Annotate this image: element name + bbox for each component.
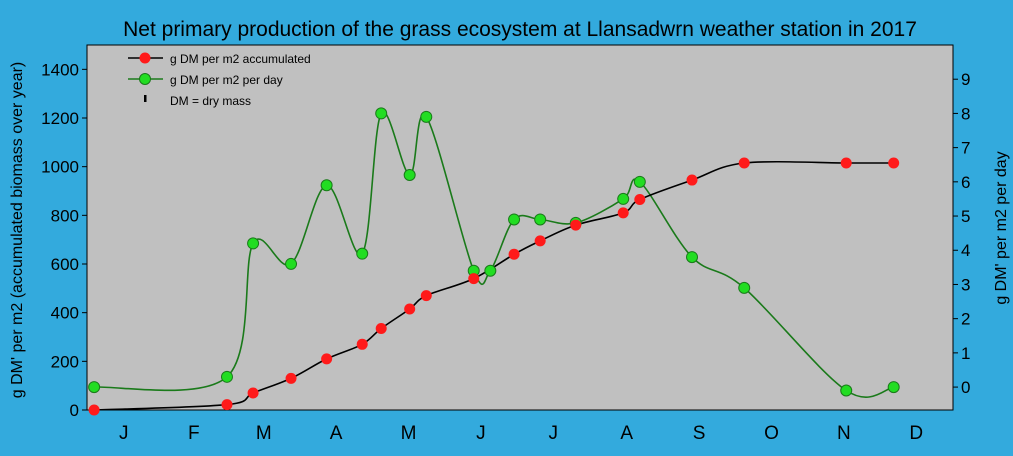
accumulated-point (88, 404, 100, 416)
y-left-tick-label: 1200 (41, 109, 79, 128)
accumulated-point (468, 273, 480, 285)
legend-label-dm-note: DM = dry mass (170, 94, 251, 108)
accumulated-point (247, 387, 259, 399)
y-right-tick-label: 1 (961, 344, 970, 363)
legend-marker-accumulated (139, 52, 151, 64)
y-right-tick-label: 3 (961, 275, 970, 294)
accumulated-point (221, 399, 233, 411)
daily-point (375, 107, 388, 120)
accumulated-point (570, 219, 582, 231)
daily-point (508, 213, 521, 226)
daily-point (356, 247, 369, 260)
daily-point (420, 110, 433, 123)
y-right-tick-label: 0 (961, 378, 970, 397)
y-left-tick-label: 600 (51, 255, 79, 274)
y-right-tick-label: 5 (961, 207, 970, 226)
accumulated-point (634, 194, 646, 206)
x-month-label: O (764, 423, 779, 444)
legend-marker-dm-note (144, 95, 147, 102)
daily-point (686, 251, 699, 264)
accumulated-point (375, 322, 387, 334)
x-month-label: J (476, 423, 486, 444)
y-axis-label-right: g DM' per m2 per day (993, 151, 1010, 304)
accumulated-point (321, 353, 333, 365)
y-left-tick-label: 800 (51, 206, 79, 225)
accumulated-point (285, 372, 297, 384)
daily-point (247, 237, 260, 250)
accumulated-point (840, 157, 852, 169)
y-right-tick-label: 6 (961, 173, 970, 192)
y-right-tick-label: 8 (961, 104, 970, 123)
daily-point (738, 281, 751, 294)
y-left-tick-label: 200 (51, 352, 79, 371)
legend-label-accumulated: g DM per m2 accumulated (170, 52, 311, 66)
y-right-tick-label: 7 (961, 139, 970, 158)
accumulated-point (738, 157, 750, 169)
legend-marker-daily (139, 73, 151, 85)
x-month-label: D (909, 423, 923, 444)
y-axis-label-left: g DM' per m2 (accumulated biomass over y… (9, 62, 26, 399)
daily-point (484, 264, 497, 277)
y-left-tick-label: 0 (70, 401, 79, 420)
daily-point (220, 370, 233, 383)
daily-point (887, 381, 900, 394)
chart-title: Net primary production of the grass ecos… (123, 18, 917, 41)
y-left-tick-label: 400 (51, 304, 79, 323)
accumulated-point (888, 157, 900, 169)
y-right-tick-label: 2 (961, 310, 970, 329)
legend-label-daily: g DM per m2 per day (170, 73, 283, 87)
plot-area (86, 44, 954, 411)
daily-point (88, 381, 101, 394)
y-right-tick-label: 4 (961, 241, 970, 260)
y-right-tick-label: 9 (961, 70, 970, 89)
x-month-label: J (548, 423, 558, 444)
y-left-tick-label: 1000 (41, 158, 79, 177)
daily-point (534, 213, 547, 226)
accumulated-point (356, 338, 368, 350)
accumulated-point (404, 303, 416, 315)
x-month-label: J (119, 423, 129, 444)
x-month-label: A (620, 423, 633, 444)
x-month-label: M (401, 423, 417, 444)
daily-series-line (94, 111, 894, 398)
daily-point (320, 179, 333, 192)
x-month-label: S (693, 423, 706, 444)
daily-point (617, 192, 630, 205)
accumulated-point (420, 290, 432, 302)
y-left-tick-label: 1400 (41, 60, 79, 79)
daily-point (840, 384, 853, 397)
x-month-label: F (188, 423, 200, 444)
daily-point (285, 257, 298, 270)
accumulated-point (686, 174, 698, 186)
accumulated-point (508, 248, 520, 260)
x-month-label: N (837, 423, 851, 444)
daily-point (633, 175, 646, 188)
daily-point (403, 168, 416, 181)
x-month-label: M (256, 423, 272, 444)
accumulated-point (534, 235, 546, 247)
x-month-label: A (330, 423, 343, 444)
accumulated-point (617, 207, 629, 219)
